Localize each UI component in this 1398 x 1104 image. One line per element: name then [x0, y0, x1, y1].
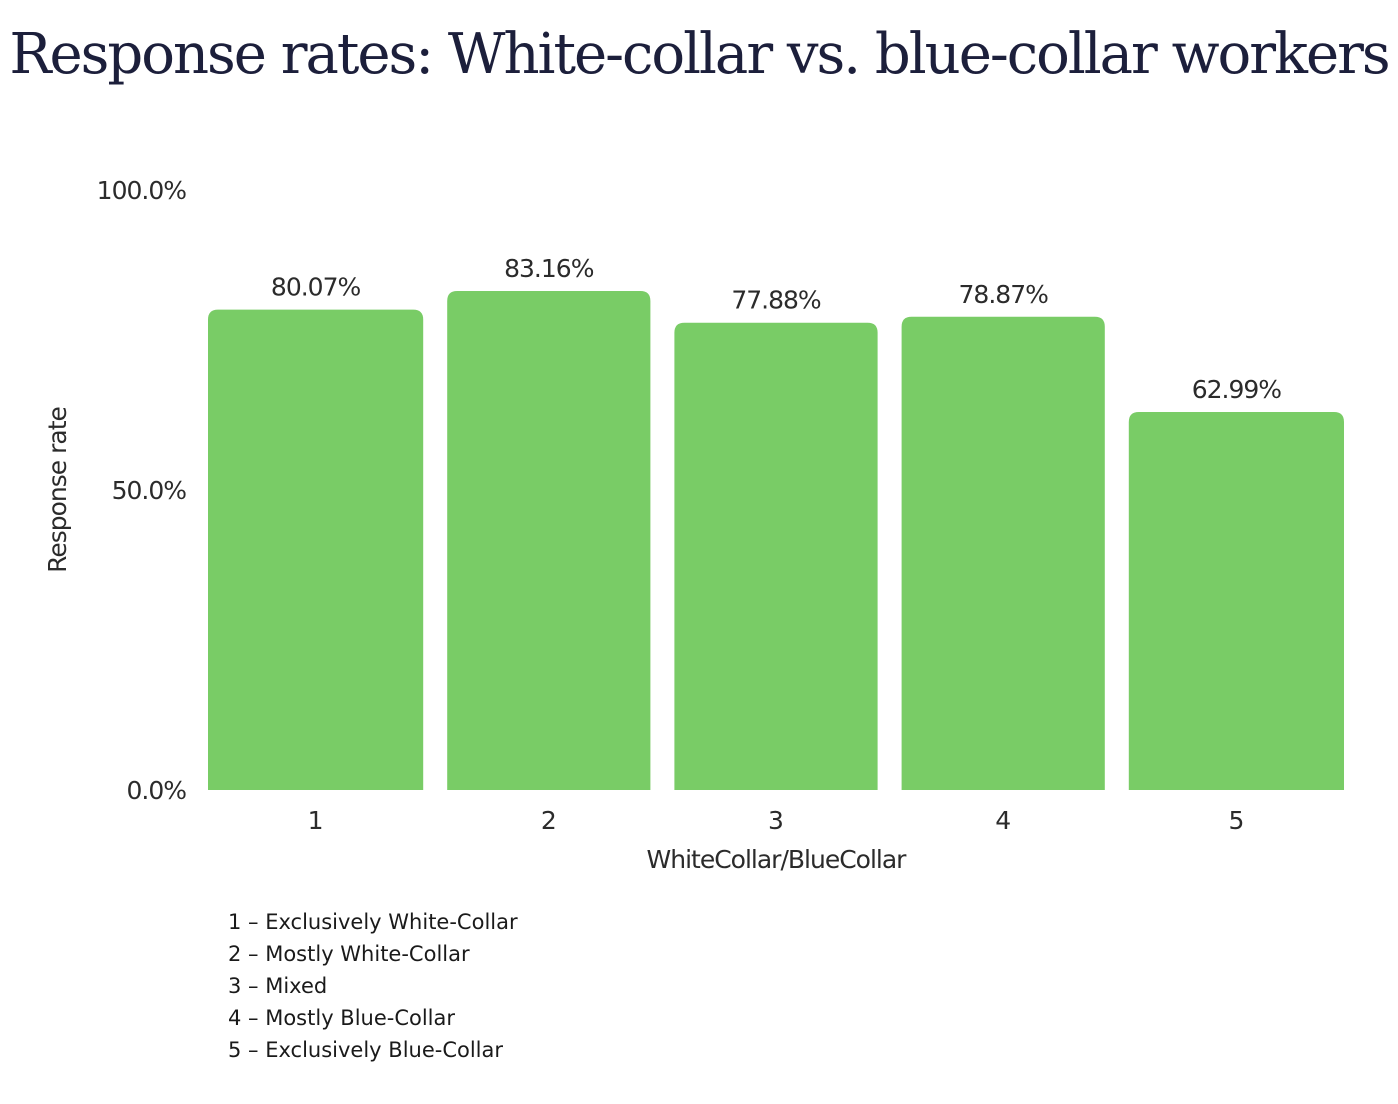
legend-item: 1 – Exclusively White-Collar: [228, 910, 518, 934]
y-tick-label: 100.0%: [97, 176, 187, 205]
value-label: 78.87%: [959, 280, 1049, 309]
bar-1: [208, 309, 424, 790]
value-label: 77.88%: [731, 286, 821, 315]
y-tick-label: 50.0%: [112, 476, 187, 505]
x-tick-label: 3: [768, 806, 784, 835]
page-title: Response rates: White-collar vs. blue-co…: [9, 22, 1390, 87]
x-tick-label: 4: [995, 806, 1011, 835]
x-axis-label: WhiteCollar/BlueCollar: [647, 845, 908, 874]
value-label: 83.16%: [504, 254, 594, 283]
x-tick-label: 5: [1228, 806, 1244, 835]
bars-layer: [208, 291, 1344, 790]
legend-item: 5 – Exclusively Blue-Collar: [228, 1038, 504, 1062]
x-tick-label: 2: [541, 806, 557, 835]
value-labels-layer: 80.07% 83.16% 77.88% 78.87% 62.99%: [271, 254, 1282, 404]
value-label: 62.99%: [1192, 375, 1282, 404]
legend-item: 2 – Mostly White-Collar: [228, 942, 470, 966]
value-label: 80.07%: [271, 273, 361, 302]
legend-item: 3 – Mixed: [228, 974, 328, 998]
bar-4: [901, 316, 1105, 790]
bar-5: [1128, 412, 1344, 790]
bar-3: [674, 322, 878, 790]
category-legend: 1 – Exclusively White-Collar 2 – Mostly …: [228, 906, 518, 1066]
legend-item: 4 – Mostly Blue-Collar: [228, 1006, 456, 1030]
x-tick-label: 1: [308, 806, 324, 835]
bar-2: [447, 291, 651, 790]
bar-chart: 80.07%83.16%77.88% 78.87%62.99% 0.0%50.0%…: [43, 176, 1344, 874]
y-axis-ticks: 0.0% 50.0% 100.0%: [97, 176, 188, 805]
y-tick-label: 0.0%: [126, 776, 186, 805]
x-axis-ticks: 1 2 3 4 5: [308, 806, 1245, 835]
y-axis-label: Response rate: [43, 406, 72, 572]
